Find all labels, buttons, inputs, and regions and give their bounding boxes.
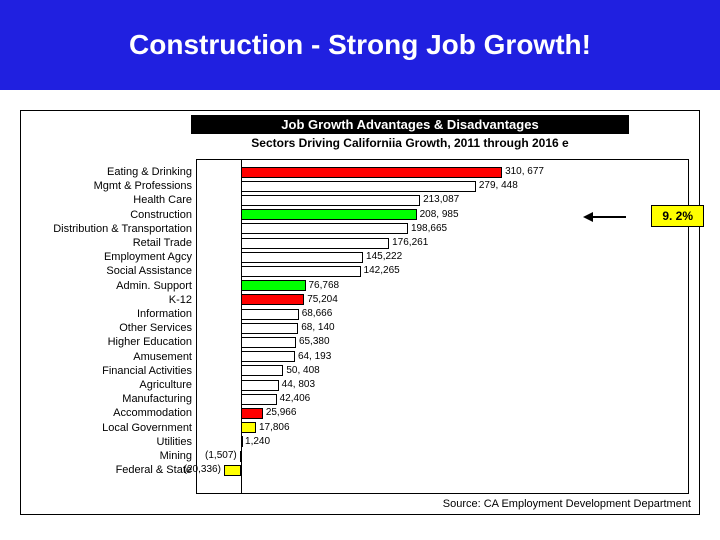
bar-value-label: 65,380 xyxy=(299,336,330,347)
category-label: Health Care xyxy=(17,194,192,206)
bars-container: Eating & Drinking310, 677Mgmt & Professi… xyxy=(196,159,689,494)
bar xyxy=(241,167,502,178)
bar-value-label: 76,768 xyxy=(309,280,340,291)
bar-value-label: 208, 985 xyxy=(420,209,459,220)
page-title: Construction - Strong Job Growth! xyxy=(129,29,591,61)
bar-value-label: 17,806 xyxy=(259,422,290,433)
bar-row: Federal & State(20,336) xyxy=(196,463,689,477)
bar-row: Employment Agcy145,222 xyxy=(196,250,689,264)
bar-value-label: 176,261 xyxy=(392,237,428,248)
bar-row: K-1275,204 xyxy=(196,293,689,307)
header: Construction - Strong Job Growth! xyxy=(0,0,720,90)
bar-row: Mgmt & Professions279, 448 xyxy=(196,179,689,193)
category-label: Other Services xyxy=(17,322,192,334)
bar-row: Eating & Drinking310, 677 xyxy=(196,165,689,179)
category-label: Mining xyxy=(17,450,192,462)
bar-value-label: 75,204 xyxy=(307,294,338,305)
category-label: Retail Trade xyxy=(17,237,192,249)
callout-badge: 9. 2% xyxy=(651,205,704,227)
bar-row: Social Assistance142,265 xyxy=(196,264,689,278)
bar-value-label: 44, 803 xyxy=(282,379,315,390)
bar xyxy=(240,451,242,462)
bar xyxy=(241,436,243,447)
bar xyxy=(241,323,298,334)
category-label: Mgmt & Professions xyxy=(17,180,192,192)
bar xyxy=(241,422,256,433)
category-label: Admin. Support xyxy=(17,280,192,292)
bar-value-label: 213,087 xyxy=(423,194,459,205)
bar xyxy=(241,280,306,291)
category-label: Information xyxy=(17,308,192,320)
bar-row: Financial Activities50, 408 xyxy=(196,364,689,378)
category-label: Distribution & Transportation xyxy=(17,223,192,235)
category-label: Local Government xyxy=(17,422,192,434)
bar-row: Admin. Support76,768 xyxy=(196,279,689,293)
bar xyxy=(241,408,263,419)
chart-title-line1: Job Growth Advantages & Disadvantages xyxy=(191,115,629,134)
bar xyxy=(241,365,283,376)
bar-value-label: (1,507) xyxy=(205,450,237,461)
bar-value-label: 145,222 xyxy=(366,251,402,262)
chart-area: Job Growth Advantages & Disadvantages Se… xyxy=(20,110,700,515)
bar-row: Other Services68, 140 xyxy=(196,321,689,335)
category-label: Eating & Drinking xyxy=(17,166,192,178)
bar-value-label: 25,966 xyxy=(266,407,297,418)
bar-value-label: 1,240 xyxy=(245,436,270,447)
bar-value-label: 198,665 xyxy=(411,223,447,234)
bar-row: Health Care213,087 xyxy=(196,193,689,207)
chart-title: Job Growth Advantages & Disadvantages Se… xyxy=(191,115,629,152)
bar xyxy=(241,181,476,192)
bar xyxy=(241,351,295,362)
bar-value-label: 42,406 xyxy=(280,393,311,404)
bar-row: Retail Trade176,261 xyxy=(196,236,689,250)
bar xyxy=(241,195,420,206)
bar xyxy=(241,238,389,249)
bar-row: Construction208, 985 xyxy=(196,208,689,222)
bar-value-label: 68, 140 xyxy=(301,322,334,333)
bar-row: Amusement64, 193 xyxy=(196,350,689,364)
callout-arrow xyxy=(591,216,626,218)
bar-row: Information68,666 xyxy=(196,307,689,321)
bar xyxy=(241,309,299,320)
bar xyxy=(224,465,241,476)
bar-row: Accommodation25,966 xyxy=(196,406,689,420)
bar xyxy=(241,209,417,220)
bar-row: Mining(1,507) xyxy=(196,449,689,463)
category-label: Utilities xyxy=(17,436,192,448)
bar-row: Higher Education65,380 xyxy=(196,335,689,349)
category-label: Social Assistance xyxy=(17,265,192,277)
bar-value-label: 50, 408 xyxy=(286,365,319,376)
bar-row: Distribution & Transportation198,665 xyxy=(196,222,689,236)
bar-row: Utilities1,240 xyxy=(196,435,689,449)
category-label: Agriculture xyxy=(17,379,192,391)
bar-value-label: 68,666 xyxy=(302,308,333,319)
category-label: Federal & State xyxy=(17,464,192,476)
category-label: Higher Education xyxy=(17,336,192,348)
bar xyxy=(241,394,277,405)
bar xyxy=(241,252,363,263)
category-label: Employment Agcy xyxy=(17,251,192,263)
bar xyxy=(241,294,304,305)
bar-row: Local Government17,806 xyxy=(196,421,689,435)
bar-value-label: 279, 448 xyxy=(479,180,518,191)
category-label: Amusement xyxy=(17,351,192,363)
category-label: K-12 xyxy=(17,294,192,306)
category-label: Construction xyxy=(17,209,192,221)
bar-row: Manufacturing42,406 xyxy=(196,392,689,406)
bar-value-label: (20,336) xyxy=(184,464,221,475)
bar xyxy=(241,380,279,391)
bar xyxy=(241,223,408,234)
bar xyxy=(241,337,296,348)
bar-value-label: 310, 677 xyxy=(505,166,544,177)
bar xyxy=(241,266,361,277)
chart-title-line2: Sectors Driving Californiia Growth, 2011… xyxy=(191,134,629,152)
bar-value-label: 142,265 xyxy=(364,265,400,276)
source-text: Source: CA Employment Development Depart… xyxy=(443,498,691,510)
category-label: Financial Activities xyxy=(17,365,192,377)
bar-value-label: 64, 193 xyxy=(298,351,331,362)
bar-row: Agriculture44, 803 xyxy=(196,378,689,392)
category-label: Manufacturing xyxy=(17,393,192,405)
category-label: Accommodation xyxy=(17,407,192,419)
